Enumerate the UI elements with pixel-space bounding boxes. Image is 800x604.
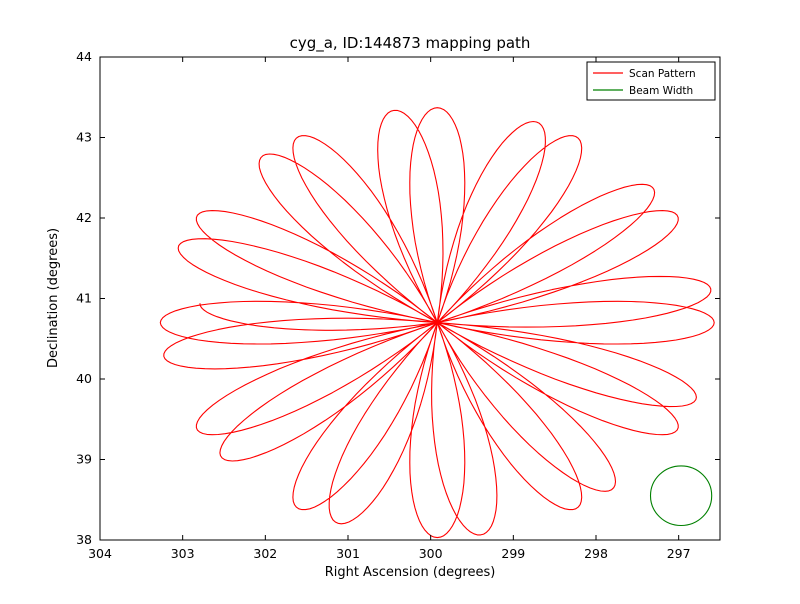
y-axis-label: Declination (degrees) [46,228,61,368]
x-tick-label: 304 [88,546,112,561]
scan-pattern-path [159,107,715,539]
x-axis-label: Right Ascension (degrees) [325,565,496,580]
x-tick-label: 299 [501,546,525,561]
y-tick-label: 39 [76,452,92,467]
y-tick-label: 42 [76,210,92,225]
y-tick-label: 43 [76,130,92,145]
legend-label-beam-width: Beam Width [629,85,693,97]
y-tick-label: 44 [76,49,92,64]
legend-box [586,61,716,101]
x-tick-label: 298 [584,546,608,561]
x-tick-label: 301 [336,546,360,561]
legend-label-scan-pattern: Scan Pattern [629,68,696,80]
x-tick-label: 300 [419,546,443,561]
y-tick-label: 38 [76,532,92,547]
series-layer [159,107,715,539]
axes-frame [99,56,721,541]
scan-center-dot [434,320,440,326]
y-tick-label: 40 [76,371,92,386]
beam-width-circle [649,465,713,527]
ticks-layer: 304 303 302 301 300 299 298 297 38 39 40 41 42 43 44 [76,49,720,561]
legend: Scan Pattern Beam Width [586,61,716,101]
plot-title: cyg_a, ID:144873 mapping path [290,34,531,53]
y-tick-label: 41 [76,291,92,306]
x-tick-label: 297 [667,546,691,561]
x-tick-label: 303 [171,546,195,561]
x-tick-label: 302 [253,546,277,561]
